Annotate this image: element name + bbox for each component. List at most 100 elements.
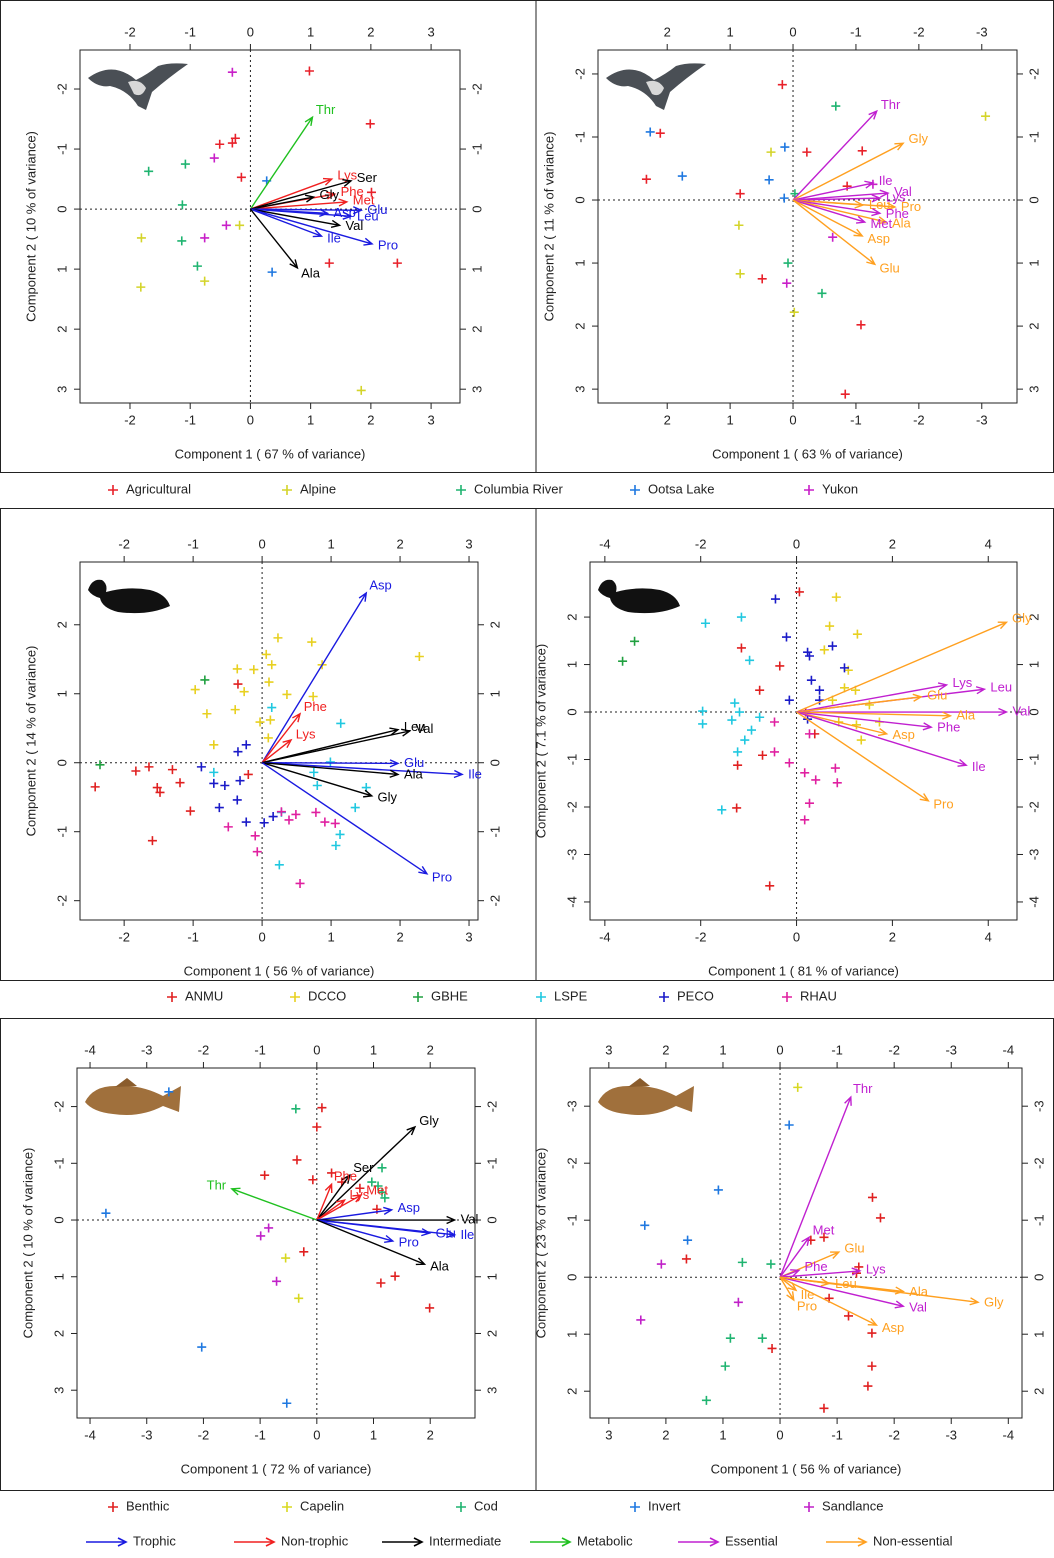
- y-tick-label: -2: [564, 1157, 579, 1169]
- x-tick-label: 2: [662, 1427, 669, 1442]
- score-point: [215, 139, 225, 149]
- score-point: [857, 146, 867, 156]
- icon-fish: [598, 1085, 694, 1115]
- score-point: [261, 649, 271, 659]
- score-point: [209, 767, 219, 777]
- x-tick-label-top: 3: [465, 536, 472, 551]
- y-tick-label: 3: [51, 1387, 66, 1394]
- loading-arrow: [792, 199, 864, 237]
- plot-frame: [76, 1067, 476, 1419]
- legend-marker: [630, 485, 640, 495]
- x-tick-label-top: 2: [367, 24, 374, 39]
- score-point: [784, 695, 794, 705]
- score-point: [131, 766, 141, 776]
- loading-arrow: [316, 1194, 363, 1221]
- x-tick-label-top: -4: [599, 536, 611, 551]
- loading-arrow: [250, 194, 316, 210]
- loading-arrow: [792, 199, 882, 217]
- score-point: [177, 200, 187, 210]
- loading-arrow: [779, 1276, 795, 1302]
- score-point: [308, 692, 318, 702]
- loading-label: Leu: [835, 1276, 857, 1291]
- score-point: [291, 809, 301, 819]
- x-tick-label: -1: [831, 1427, 843, 1442]
- y-tick-label: 1: [564, 661, 579, 668]
- score-point: [380, 1193, 390, 1203]
- loading-label: Met: [813, 1222, 835, 1237]
- x-tick-label-top: 0: [258, 536, 265, 551]
- score-point: [284, 815, 294, 825]
- score-point: [192, 261, 202, 271]
- score-point: [770, 594, 780, 604]
- score-point: [784, 758, 794, 768]
- score-point: [793, 1082, 803, 1092]
- x-tick-label-top: 4: [985, 536, 992, 551]
- y-tick-label-right: 1: [487, 690, 502, 697]
- y-tick-label-right: 2: [1026, 322, 1041, 329]
- x-tick-label-top: -1: [850, 24, 862, 39]
- score-point: [735, 269, 745, 279]
- y-tick-label: -1: [564, 754, 579, 766]
- loading-arrow: [779, 1095, 852, 1278]
- loading-label: Phe: [886, 206, 909, 221]
- loading-label: Asp: [882, 1320, 904, 1335]
- loading-label: Ala: [404, 767, 424, 782]
- y-tick-label: 0: [51, 1216, 66, 1223]
- plot-frame: [79, 49, 461, 404]
- x-tick-label: -2: [913, 412, 925, 427]
- plot-frame: [589, 1067, 1023, 1419]
- loading-label: Ile: [801, 1287, 815, 1302]
- x-tick-label-top: -2: [913, 24, 925, 39]
- loading-arrow: [316, 1182, 333, 1221]
- y-tick-label: 1: [54, 266, 69, 273]
- score-point: [819, 1232, 829, 1242]
- loading-arrow: [261, 728, 412, 764]
- legend-label: Columbia River: [474, 481, 564, 496]
- y-tick-label-right: -2: [484, 1101, 499, 1113]
- y-tick-label-right: 2: [469, 326, 484, 333]
- score-point: [817, 288, 827, 298]
- score-point: [641, 174, 651, 184]
- loading-arrow: [792, 109, 878, 201]
- y-tick-label-right: 0: [1026, 708, 1041, 715]
- x-tick-label: 1: [719, 1427, 726, 1442]
- legend-marker: [282, 485, 292, 495]
- loading-label: Ala: [892, 215, 912, 230]
- x-tick-label: 4: [985, 929, 992, 944]
- score-point: [775, 661, 785, 671]
- loading-arrow: [250, 208, 324, 238]
- score-point: [730, 698, 740, 708]
- loading-arrow: [250, 206, 363, 215]
- loading-arrow: [316, 1219, 395, 1243]
- arrow-legend-marker: [86, 1537, 128, 1547]
- x-tick-label: -1: [254, 1427, 266, 1442]
- arrow-legend-marker: [382, 1537, 424, 1547]
- score-point: [268, 812, 278, 822]
- score-point: [155, 787, 165, 797]
- legend-label: Ootsa Lake: [648, 481, 715, 496]
- y-tick-label-right: -2: [1031, 1157, 1046, 1169]
- score-point: [221, 220, 231, 230]
- loading-label: Pro: [797, 1298, 817, 1313]
- x-tick-label: -2: [888, 1427, 900, 1442]
- legend-label: ANMU: [185, 988, 223, 1003]
- score-point: [252, 847, 262, 857]
- y-tick-label: 2: [54, 621, 69, 628]
- legend-label: Invert: [648, 1498, 681, 1513]
- score-point: [867, 1328, 877, 1338]
- score-point: [260, 1170, 270, 1180]
- x-tick-label-top: -3: [976, 24, 988, 39]
- plot-frame: [589, 561, 1018, 921]
- x-tick-label-top: 0: [789, 24, 796, 39]
- x-tick-label-top: -1: [187, 536, 199, 551]
- legend-marker: [804, 485, 814, 495]
- legend-label: GBHE: [431, 988, 468, 1003]
- score-point: [274, 860, 284, 870]
- legend-label: RHAU: [800, 988, 837, 1003]
- score-point: [831, 592, 841, 602]
- loading-label: Glu: [367, 202, 387, 217]
- score-point: [734, 220, 744, 230]
- score-point: [355, 1183, 365, 1193]
- loading-label: Leu: [990, 680, 1012, 695]
